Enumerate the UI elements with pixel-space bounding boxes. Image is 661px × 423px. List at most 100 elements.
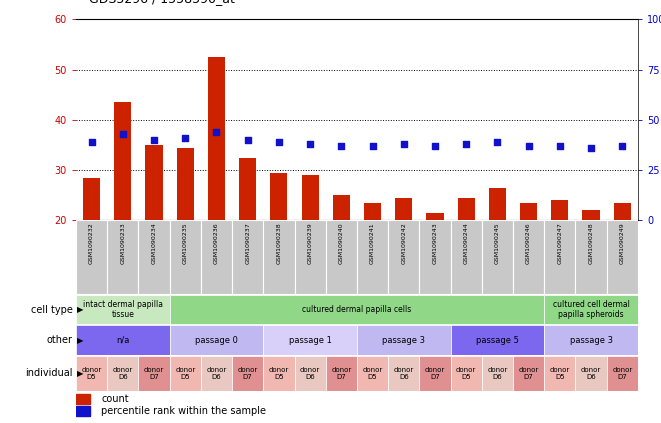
Bar xyxy=(239,158,256,321)
Text: count: count xyxy=(101,394,129,404)
Point xyxy=(399,141,409,148)
Point xyxy=(461,141,471,148)
Bar xyxy=(76,295,170,324)
Bar xyxy=(388,356,419,390)
Bar xyxy=(419,356,451,390)
Text: donor
D7: donor D7 xyxy=(612,367,633,380)
Text: donor
D6: donor D6 xyxy=(206,367,227,380)
Text: other: other xyxy=(47,335,73,345)
Text: GSM1090236: GSM1090236 xyxy=(214,222,219,264)
Point xyxy=(586,145,596,151)
Text: ▶: ▶ xyxy=(77,369,84,378)
Text: donor
D5: donor D5 xyxy=(362,367,383,380)
Point xyxy=(212,129,222,135)
Text: GSM1090234: GSM1090234 xyxy=(151,222,157,264)
Bar xyxy=(489,188,506,321)
Point xyxy=(149,137,159,143)
Text: GSM1090248: GSM1090248 xyxy=(588,222,594,264)
Bar xyxy=(544,325,638,355)
Bar xyxy=(326,356,357,390)
Point xyxy=(492,139,503,146)
Text: donor
D6: donor D6 xyxy=(487,367,508,380)
Bar xyxy=(201,356,232,390)
Text: GSM1090247: GSM1090247 xyxy=(557,222,563,264)
Point xyxy=(305,141,315,148)
Bar xyxy=(76,220,107,294)
Text: GSM1090235: GSM1090235 xyxy=(182,222,188,264)
Text: donor
D6: donor D6 xyxy=(581,367,601,380)
Bar xyxy=(326,220,357,294)
Point xyxy=(180,135,190,141)
Text: GSM1090241: GSM1090241 xyxy=(370,222,375,264)
Text: GSM1090244: GSM1090244 xyxy=(463,222,469,264)
Text: GSM1090233: GSM1090233 xyxy=(120,222,126,264)
Text: donor
D6: donor D6 xyxy=(394,367,414,380)
Point xyxy=(430,143,440,149)
Text: donor
D7: donor D7 xyxy=(518,367,539,380)
Text: cell type: cell type xyxy=(31,305,73,315)
Bar xyxy=(208,57,225,321)
Point xyxy=(274,139,284,146)
Bar xyxy=(395,198,412,321)
Bar xyxy=(582,210,600,321)
Text: GSM1090249: GSM1090249 xyxy=(620,222,625,264)
Bar xyxy=(138,220,170,294)
Text: GSM1090232: GSM1090232 xyxy=(89,222,94,264)
Bar xyxy=(419,220,451,294)
Point xyxy=(368,143,378,149)
Bar xyxy=(457,198,475,321)
Text: donor
D5: donor D5 xyxy=(550,367,570,380)
Bar xyxy=(388,220,419,294)
Text: cultured cell dermal
papilla spheroids: cultured cell dermal papilla spheroids xyxy=(553,300,629,319)
Bar xyxy=(357,220,388,294)
Text: GSM1090245: GSM1090245 xyxy=(495,222,500,264)
Text: passage 3: passage 3 xyxy=(570,335,613,345)
Text: passage 3: passage 3 xyxy=(382,335,425,345)
Bar xyxy=(544,220,576,294)
Text: donor
D5: donor D5 xyxy=(81,367,102,380)
Bar xyxy=(263,220,295,294)
Text: passage 5: passage 5 xyxy=(476,335,519,345)
Bar xyxy=(332,195,350,321)
Point xyxy=(617,143,627,149)
Bar xyxy=(295,220,326,294)
Bar xyxy=(357,356,388,390)
Text: donor
D5: donor D5 xyxy=(269,367,289,380)
Text: GSM1090243: GSM1090243 xyxy=(432,222,438,264)
Text: ▶: ▶ xyxy=(77,305,84,314)
Bar xyxy=(551,201,568,321)
Text: donor
D5: donor D5 xyxy=(456,367,477,380)
Bar xyxy=(426,213,444,321)
Bar xyxy=(544,356,576,390)
Bar xyxy=(576,220,607,294)
Bar xyxy=(607,356,638,390)
Bar xyxy=(145,145,163,321)
Bar xyxy=(107,220,138,294)
Bar xyxy=(170,325,263,355)
Bar xyxy=(513,356,544,390)
Bar xyxy=(301,175,319,321)
Bar xyxy=(176,148,194,321)
Point xyxy=(118,131,128,137)
Text: GSM1090239: GSM1090239 xyxy=(307,222,313,264)
Bar xyxy=(138,356,170,390)
Bar xyxy=(83,178,100,321)
Text: donor
D7: donor D7 xyxy=(425,367,445,380)
Text: ▶: ▶ xyxy=(77,335,84,345)
Bar xyxy=(201,220,232,294)
Bar xyxy=(170,220,201,294)
Text: passage 1: passage 1 xyxy=(289,335,332,345)
Bar xyxy=(107,356,138,390)
Bar xyxy=(357,325,451,355)
Text: donor
D7: donor D7 xyxy=(144,367,164,380)
Text: GSM1090242: GSM1090242 xyxy=(401,222,407,264)
Point xyxy=(243,137,253,143)
Bar xyxy=(364,203,381,321)
Bar xyxy=(607,220,638,294)
Bar xyxy=(513,220,544,294)
Text: donor
D7: donor D7 xyxy=(331,367,352,380)
Bar xyxy=(263,325,357,355)
Bar xyxy=(263,356,295,390)
Bar xyxy=(482,220,513,294)
Text: GDS5296 / 1558590_at: GDS5296 / 1558590_at xyxy=(89,0,235,5)
